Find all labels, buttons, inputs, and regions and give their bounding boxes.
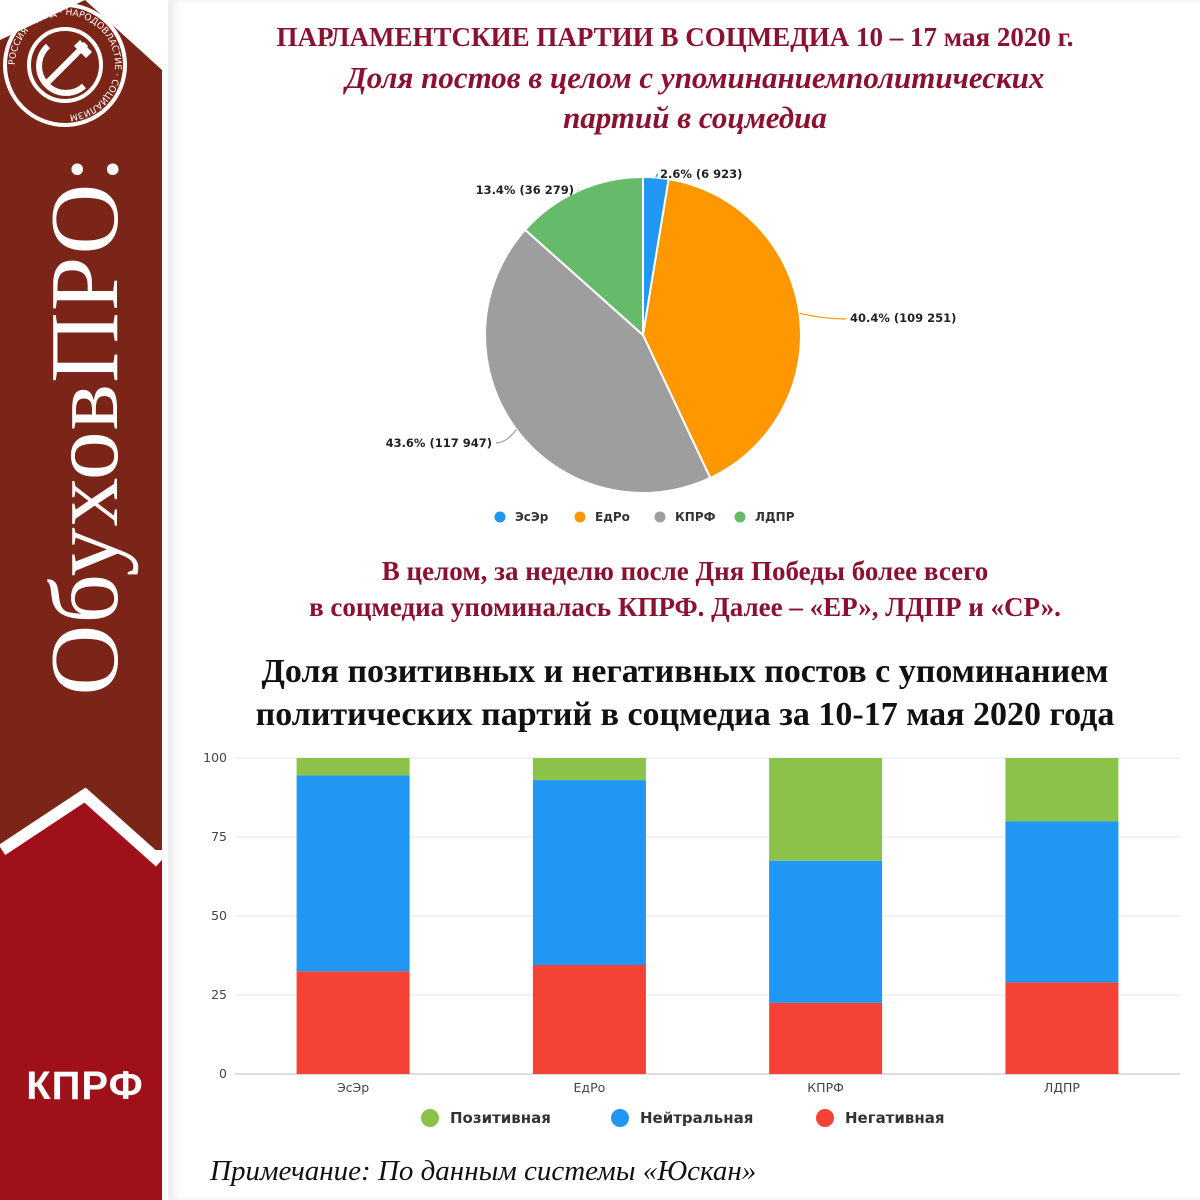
- bar-chart-title: Доля позитивных и негативных постов с уп…: [175, 650, 1195, 736]
- bar-segment-2-2: [532, 780, 646, 965]
- pie-data-label-3: 43.6% (117 947): [386, 436, 492, 450]
- pie-legend-label-3: КПРФ: [675, 510, 716, 524]
- bar-segment-1-2: [296, 775, 410, 972]
- bar-segment-3-2: [769, 860, 883, 1003]
- pie-subtitle: Доля постов в целом с упоминаниемполитич…: [220, 58, 1170, 138]
- bar-segment-2-1: [532, 965, 646, 1074]
- bar-legend-marker-1: [421, 1109, 439, 1127]
- pie-legend-label-2: ЕдРо: [595, 510, 630, 524]
- bar-segment-4-3: [1005, 758, 1119, 822]
- page-title: ПАРЛАМЕНТСКИЕ ПАРТИИ В СОЦМЕДИА 10 – 17 …: [276, 22, 1074, 52]
- pie-legend-marker-4: [734, 511, 746, 523]
- bar-legend-marker-2: [611, 1109, 629, 1127]
- bar-segment-4-1: [1005, 982, 1119, 1074]
- bar-segment-1-1: [296, 971, 410, 1074]
- brand-text: ОбуховПРО:: [31, 154, 139, 696]
- bar-chart-title-line2: политических партий в соцмедиа за 10-17 …: [255, 696, 1115, 733]
- pie-legend-label-4: ЛДПР: [755, 510, 795, 524]
- bar-segment-4-2: [1005, 821, 1119, 983]
- pie-subtitle-line1: Доля постов в целом с упоминаниемполитич…: [345, 60, 1045, 95]
- bar-x-tick-label-3: КПРФ: [807, 1080, 844, 1095]
- pie-legend-label-1: ЭсЭр: [515, 510, 549, 524]
- sidebar-banner: ОбуховПРО: РОССИЯ · ТРУД · НАРОДОВЛАСТИЕ…: [0, 0, 170, 1200]
- bar-y-tick-label-4: 75: [211, 829, 227, 844]
- pie-slice-4: [523, 175, 644, 338]
- pie-slice-2: [641, 177, 802, 480]
- bar-segment-3-3: [769, 758, 883, 861]
- source-note: Примечание: По данным системы «Юскан»: [210, 1155, 757, 1187]
- bar-x-tick-label-4: ЛДПР: [1044, 1080, 1081, 1095]
- pie-legend-marker-1: [494, 511, 506, 523]
- conclusion-line1: В целом, за неделю после Дня Победы боле…: [381, 556, 989, 586]
- bar-segment-2-3: [532, 758, 646, 781]
- bar-legend-label-2: Нейтральная: [640, 1109, 753, 1127]
- pie-data-label-2: 40.4% (109 251): [850, 311, 956, 325]
- pie-subtitle-line2: партий в соцмедиа: [563, 100, 827, 135]
- stacked-bar-chart: 0 25 50 75 100 ЭсЭр ЕдРо КПРФ ЛДПР Позитивная Нейт…: [203, 750, 1180, 1127]
- bar-x-tick-label-1: ЭсЭр: [337, 1080, 369, 1095]
- bar-y-tick-label-1: 0: [219, 1066, 227, 1081]
- pie-leader-line-1: [655, 173, 659, 178]
- kprf-logo-icon: РОССИЯ · ТРУД · НАРОДОВЛАСТИЕ · СОЦИАЛИЗ…: [3, 3, 127, 127]
- bar-y-tick-label-3: 50: [211, 908, 227, 923]
- pie-leader-line-2: [799, 312, 847, 320]
- logo-caption: КПРФ: [26, 1064, 144, 1108]
- sidebar-background: [0, 0, 170, 1200]
- bar-legend-label-1: Позитивная: [450, 1109, 551, 1127]
- bar-x-tick-label-2: ЕдРо: [574, 1080, 606, 1095]
- pie-slice-3: [484, 228, 712, 494]
- bar-legend-label-3: Негативная: [845, 1109, 945, 1127]
- bar-segment-1-3: [296, 758, 410, 776]
- conclusion-line2: в соцмедиа упоминалась КПРФ. Далее – «ЕР…: [309, 592, 1061, 622]
- bar-y-tick-label-2: 25: [211, 987, 227, 1002]
- pie-data-label-4: 13.4% (36 279): [476, 183, 574, 197]
- pie-chart: 2.6% (6 923) 40.4% (109 251) 43.6% (117 94…: [386, 167, 957, 524]
- pie-leader-line-3: [495, 429, 517, 444]
- pie-data-label-1: 2.6% (6 923): [660, 167, 742, 181]
- pie-legend-marker-2: [574, 511, 586, 523]
- bar-segment-3-1: [769, 1002, 883, 1074]
- conclusion-text: В целом, за неделю после Дня Победы боле…: [180, 553, 1190, 625]
- bar-legend-marker-3: [816, 1109, 834, 1127]
- pie-legend-marker-3: [654, 511, 666, 523]
- bar-chart-title-line1: Доля позитивных и негативных постов с уп…: [261, 653, 1109, 690]
- bar-y-tick-label-5: 100: [203, 750, 227, 765]
